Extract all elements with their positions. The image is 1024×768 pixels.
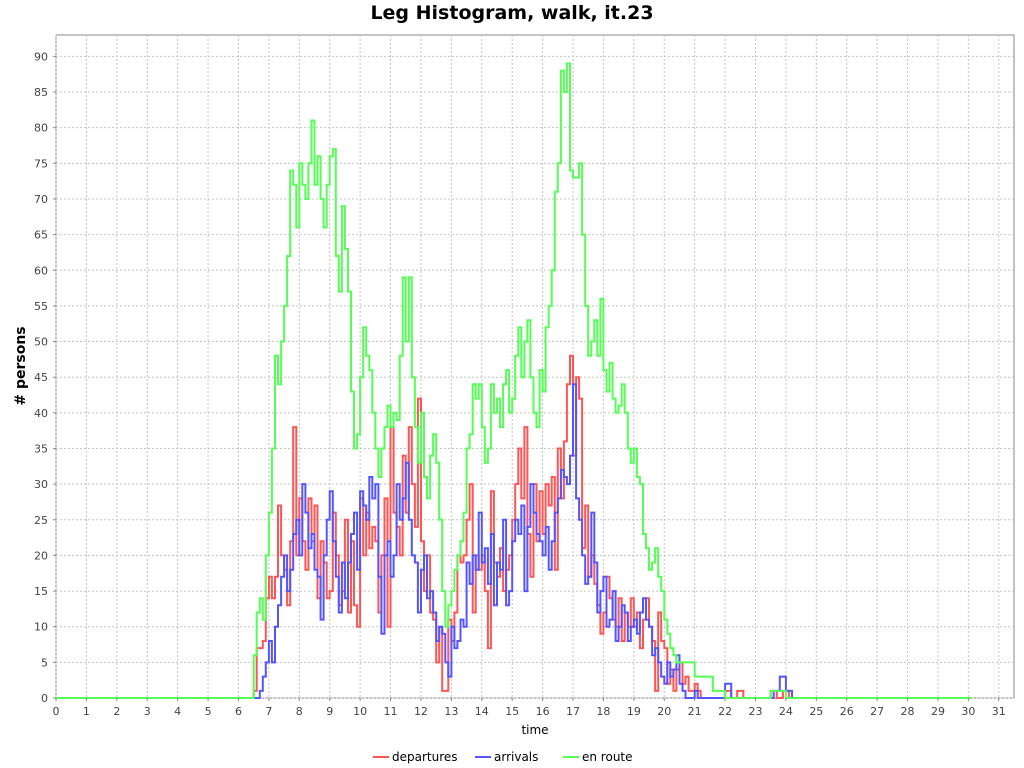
plot-background	[55, 34, 1015, 699]
x-tick-label: 20	[657, 705, 671, 718]
x-tick-label: 31	[992, 705, 1006, 718]
y-tick-label: 60	[34, 264, 48, 277]
x-tick-label: 6	[235, 705, 242, 718]
y-tick-label: 70	[34, 193, 48, 206]
y-tick-label: 10	[34, 621, 48, 634]
y-tick-label: 5	[41, 656, 48, 669]
x-tick-label: 30	[961, 705, 975, 718]
x-tick-label: 0	[53, 705, 60, 718]
y-tick-label: 0	[41, 692, 48, 705]
legend-label-en-route: en route	[582, 750, 633, 764]
x-tick-label: 2	[113, 705, 120, 718]
series-line-en-route	[56, 62, 972, 699]
x-tick-label: 8	[296, 705, 303, 718]
series-line-arrivals	[56, 383, 972, 699]
x-tick-label: 4	[174, 705, 181, 718]
x-tick-label: 14	[475, 705, 489, 718]
chart-title: Leg Histogram, walk, it.23	[370, 2, 654, 24]
y-tick-label: 80	[34, 122, 48, 135]
x-tick-label: 1	[83, 705, 90, 718]
x-tick-label: 5	[205, 705, 212, 718]
x-tick-label: 25	[809, 705, 823, 718]
x-tick-label: 26	[840, 705, 854, 718]
x-tick-label: 10	[353, 705, 367, 718]
legend: departures arrivals en route	[373, 750, 633, 764]
x-ticks: 0 1 2 3 4 5 6 7 8 9 10 11 12 13 14 15 16 17 18 19 20 21 22 23 24…	[53, 698, 1006, 718]
legend-label-departures: departures	[392, 750, 458, 764]
x-tick-label: 15	[505, 705, 519, 718]
y-tick-label: 20	[34, 549, 48, 562]
y-tick-label: 40	[34, 407, 48, 420]
x-tick-label: 17	[566, 705, 580, 718]
x-tick-label: 22	[718, 705, 732, 718]
y-tick-label: 90	[34, 50, 48, 63]
x-tick-label: 3	[144, 705, 151, 718]
x-tick-label: 9	[326, 705, 333, 718]
y-tick-label: 35	[34, 442, 48, 455]
x-tick-label: 28	[901, 705, 915, 718]
y-tick-label: 15	[34, 585, 48, 598]
x-tick-label: 11	[384, 705, 398, 718]
y-axis-label: # persons	[13, 326, 29, 405]
y-tick-label: 85	[34, 86, 48, 99]
y-tick-label: 30	[34, 478, 48, 491]
y-tick-label: 50	[34, 336, 48, 349]
x-tick-label: 23	[748, 705, 762, 718]
x-tick-label: 12	[414, 705, 428, 718]
y-tick-label: 75	[34, 157, 48, 170]
x-tick-label: 24	[779, 705, 793, 718]
y-tick-label: 65	[34, 229, 48, 242]
x-tick-label: 21	[688, 705, 702, 718]
x-tick-label: 29	[931, 705, 945, 718]
x-tick-label: 19	[627, 705, 641, 718]
x-tick-label: 13	[444, 705, 458, 718]
x-tick-label: 7	[265, 705, 272, 718]
legend-label-arrivals: arrivals	[494, 750, 538, 764]
y-tick-label: 25	[34, 514, 48, 527]
x-tick-label: 27	[870, 705, 884, 718]
y-tick-label: 45	[34, 371, 48, 384]
x-axis-label: time	[521, 723, 548, 737]
x-tick-label: 18	[596, 705, 610, 718]
x-tick-label: 16	[536, 705, 550, 718]
series-group	[56, 62, 972, 699]
y-tick-label: 55	[34, 300, 48, 313]
y-ticks: 0 5 10 15 20 25 30 35 40 45 50 55 60 65 70 75 80 85 90	[34, 50, 56, 705]
